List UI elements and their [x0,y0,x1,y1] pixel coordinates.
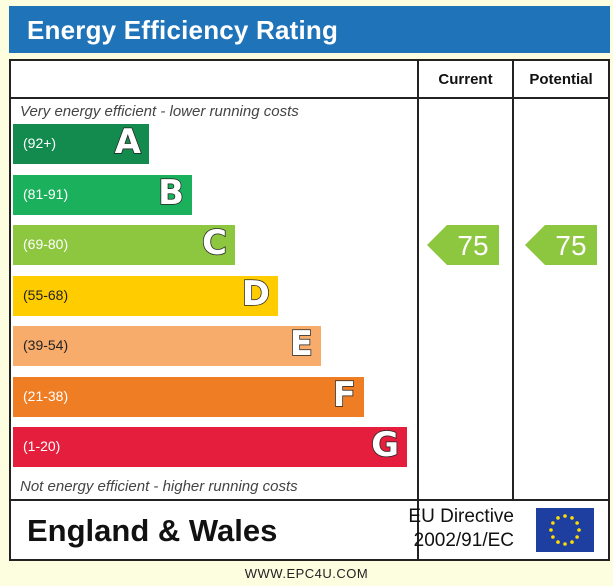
eu-star [570,516,574,520]
eu-star [556,516,560,520]
region-label: England & Wales [27,513,278,548]
eu-directive-label: EU Directive [408,506,514,527]
eu-star [551,535,555,539]
current-rating-arrow: 75 [427,225,499,265]
eu-star [563,542,567,546]
band-a: (92+) A [13,121,149,164]
inefficient-note: Not energy efficient - higher running co… [20,478,298,495]
eu-star [563,514,567,518]
potential-rating-arrow: 75 [525,225,597,265]
website-url: WWW.EPC4U.COM [244,566,369,581]
current-rating-arrow-value: 75 [457,230,489,261]
band-letter-label: E [289,323,314,365]
band-range-label: (39-54) [23,337,69,353]
band-range-label: (92+) [23,135,57,151]
current-column-header: Current [438,71,493,88]
band-letter-label: G [370,424,399,466]
rating-panel: Current Potential Very energy efficient … [9,59,610,561]
header-divider [11,97,608,99]
band-range-label: (55-68) [23,286,69,303]
band-letter-label: B [157,172,184,214]
band-f: (21-38) F [13,374,364,417]
eu-star [549,528,553,532]
band-range-label: (21-38) [23,387,69,404]
eu-star [575,535,579,539]
band-letter-label: F [332,374,357,416]
eu-star [577,528,581,532]
band-range-label: (1-20) [23,438,61,454]
efficient-note: Very energy efficient - lower running co… [20,103,299,120]
eu-flag-icon [536,508,594,552]
band-letter-label: D [241,273,271,315]
divider-current [417,61,419,559]
band-g: (1-20) G [13,424,407,467]
eu-directive-number: 2002/91/EC [413,530,514,551]
title-bar: Energy Efficiency Rating [9,6,610,53]
eu-star [556,540,560,544]
chart-title: Energy Efficiency Rating [27,15,339,45]
band-range-label: (81-91) [23,185,69,202]
band-range-label: (69-80) [23,236,69,252]
band-letter-label: A [114,121,142,163]
footer-divider [11,499,608,501]
band-e: (39-54) E [13,323,321,366]
eu-star [551,521,555,525]
band-c: (69-80) C [13,222,235,265]
band-d: (55-68) D [13,273,278,316]
potential-rating-arrow-value: 75 [555,230,587,261]
eu-star [575,521,579,525]
band-letter-label: C [201,222,227,264]
divider-potential [512,61,514,501]
band-b: (81-91) B [13,172,192,215]
eu-star [570,540,574,544]
potential-column-header: Potential [529,71,593,88]
